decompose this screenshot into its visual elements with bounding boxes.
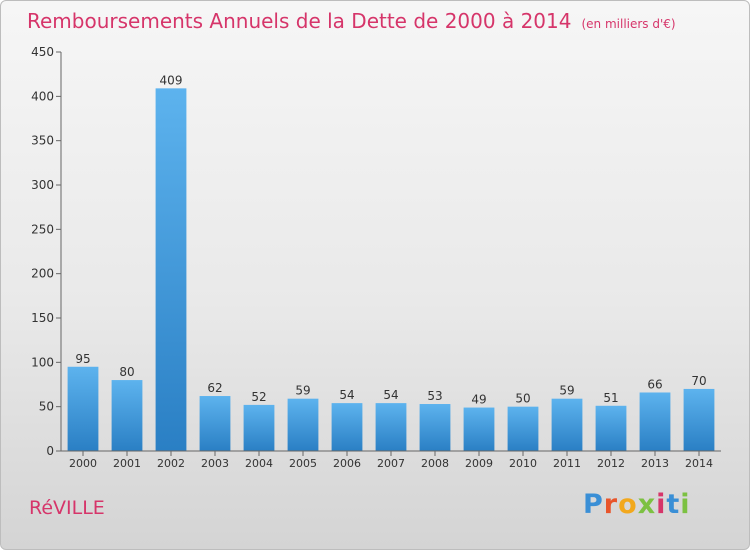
bar (639, 392, 671, 451)
x-tick-label: 2014 (685, 457, 713, 470)
x-tick-label: 2006 (333, 457, 361, 470)
chart-title-text: Remboursements Annuels de la Dette de 20… (27, 9, 572, 33)
bar-value-label: 409 (160, 73, 183, 87)
logo-letter: P (583, 489, 604, 520)
bar-value-label: 80 (119, 365, 134, 379)
bar (287, 398, 319, 451)
bar-value-label: 62 (207, 381, 222, 395)
logo-letter: x (637, 489, 657, 520)
bar (683, 388, 715, 451)
bar-value-label: 66 (647, 377, 662, 391)
x-tick-label: 2000 (69, 457, 97, 470)
x-tick-label: 2007 (377, 457, 405, 470)
bar (507, 406, 539, 451)
x-tick-label: 2005 (289, 457, 317, 470)
x-tick-label: 2003 (201, 457, 229, 470)
bar (67, 366, 99, 451)
logo-letter: i (680, 489, 691, 520)
logo-letter: t (666, 489, 681, 520)
bar-value-label: 54 (383, 388, 398, 402)
x-tick-label: 2012 (597, 457, 625, 470)
y-tick-label: 50 (39, 400, 54, 414)
y-axis: 0 50 100 150 200 250 300 350 400 450 (31, 45, 62, 458)
bar (375, 403, 407, 451)
y-tick-label: 450 (31, 45, 54, 59)
bar (331, 403, 363, 451)
x-tick-label: 2002 (157, 457, 185, 470)
bar-value-label: 53 (427, 389, 442, 403)
chart-title: Remboursements Annuels de la Dette de 20… (27, 9, 676, 33)
x-tick-label: 2011 (553, 457, 581, 470)
y-tick-label: 250 (31, 222, 54, 236)
bar (551, 398, 583, 451)
logo-letter: i (656, 489, 667, 520)
bar-value-label: 59 (559, 384, 574, 398)
bar-value-label: 95 (75, 352, 90, 366)
x-axis: 2000 2001 2002 2003 2004 2005 2006 2007 2008 2009… (61, 450, 721, 470)
bar (199, 396, 231, 451)
x-tick-label: 2010 (509, 457, 537, 470)
x-tick-label: 2008 (421, 457, 449, 470)
proxiti-logo: Proxiti (583, 489, 691, 520)
x-tick-label: 2009 (465, 457, 493, 470)
bar (155, 88, 187, 451)
bar-value-label: 54 (339, 388, 354, 402)
bar-value-label: 50 (515, 392, 530, 406)
bar-value-label: 51 (603, 391, 618, 405)
logo-letter: r (603, 489, 619, 520)
bar-value-label: 70 (691, 374, 706, 388)
y-tick-label: 400 (31, 89, 54, 103)
x-tick-label: 2001 (113, 457, 141, 470)
x-tick-label: 2004 (245, 457, 273, 470)
y-tick-label: 100 (31, 355, 54, 369)
bar-value-label: 49 (471, 393, 486, 407)
y-tick-label: 0 (46, 444, 54, 458)
bar (243, 404, 275, 451)
y-tick-label: 300 (31, 178, 54, 192)
bar (463, 407, 495, 451)
y-tick-label: 150 (31, 311, 54, 325)
y-tick-label: 350 (31, 134, 54, 148)
bar-value-label: 59 (295, 384, 310, 398)
bars: 95 80 409 62 52 59 54 54 53 49 50 59 51 66 70 (67, 73, 715, 451)
bar-value-label: 52 (251, 390, 266, 404)
bar (111, 380, 143, 451)
commune-name: RéVILLE (29, 497, 105, 519)
bar (595, 405, 627, 451)
logo-letter: o (618, 489, 638, 520)
chart-unit: (en milliers d'€) (581, 17, 676, 31)
y-tick-label: 200 (31, 267, 54, 281)
bar (419, 404, 451, 451)
x-tick-label: 2013 (641, 457, 669, 470)
